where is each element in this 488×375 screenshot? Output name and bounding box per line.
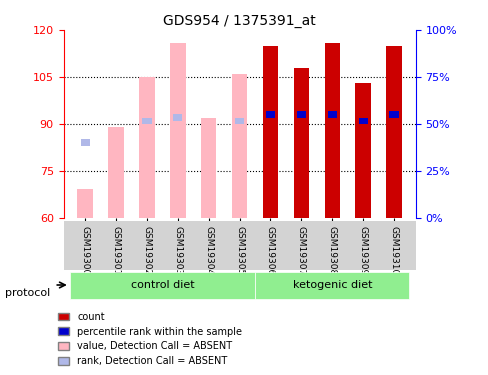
Bar <box>77 189 93 217</box>
Bar <box>296 111 305 117</box>
Bar <box>293 68 308 218</box>
Bar <box>324 42 339 218</box>
Text: GSM19307: GSM19307 <box>296 226 305 275</box>
Bar <box>231 74 247 217</box>
Bar <box>386 46 401 218</box>
Bar <box>142 117 151 124</box>
Bar <box>388 111 398 117</box>
Bar <box>81 140 90 146</box>
Bar <box>173 114 182 121</box>
FancyBboxPatch shape <box>70 272 255 298</box>
Title: GDS954 / 1375391_at: GDS954 / 1375391_at <box>163 13 315 28</box>
Bar <box>139 77 154 218</box>
Text: control diet: control diet <box>130 280 194 290</box>
Text: GSM19301: GSM19301 <box>111 226 121 275</box>
Text: ketogenic diet: ketogenic diet <box>292 280 371 290</box>
Bar <box>358 117 367 124</box>
Bar <box>327 111 336 117</box>
Text: GSM19309: GSM19309 <box>358 226 367 275</box>
Legend: count, percentile rank within the sample, value, Detection Call = ABSENT, rank, : count, percentile rank within the sample… <box>54 308 245 370</box>
Bar <box>265 111 275 117</box>
Text: GSM19310: GSM19310 <box>389 226 398 275</box>
Text: GSM19303: GSM19303 <box>173 226 182 275</box>
Bar <box>262 46 278 218</box>
Text: GSM19302: GSM19302 <box>142 226 151 275</box>
Text: GSM19306: GSM19306 <box>265 226 274 275</box>
Bar <box>108 127 123 218</box>
Text: GSM19305: GSM19305 <box>235 226 244 275</box>
Text: GSM19304: GSM19304 <box>204 226 213 275</box>
FancyBboxPatch shape <box>63 221 415 270</box>
Text: GSM19308: GSM19308 <box>327 226 336 275</box>
Bar <box>201 117 216 218</box>
Bar <box>355 83 370 218</box>
FancyBboxPatch shape <box>255 272 408 298</box>
Bar <box>170 42 185 218</box>
Bar <box>235 117 244 124</box>
Text: GSM19300: GSM19300 <box>81 226 89 275</box>
Text: protocol: protocol <box>5 288 50 297</box>
